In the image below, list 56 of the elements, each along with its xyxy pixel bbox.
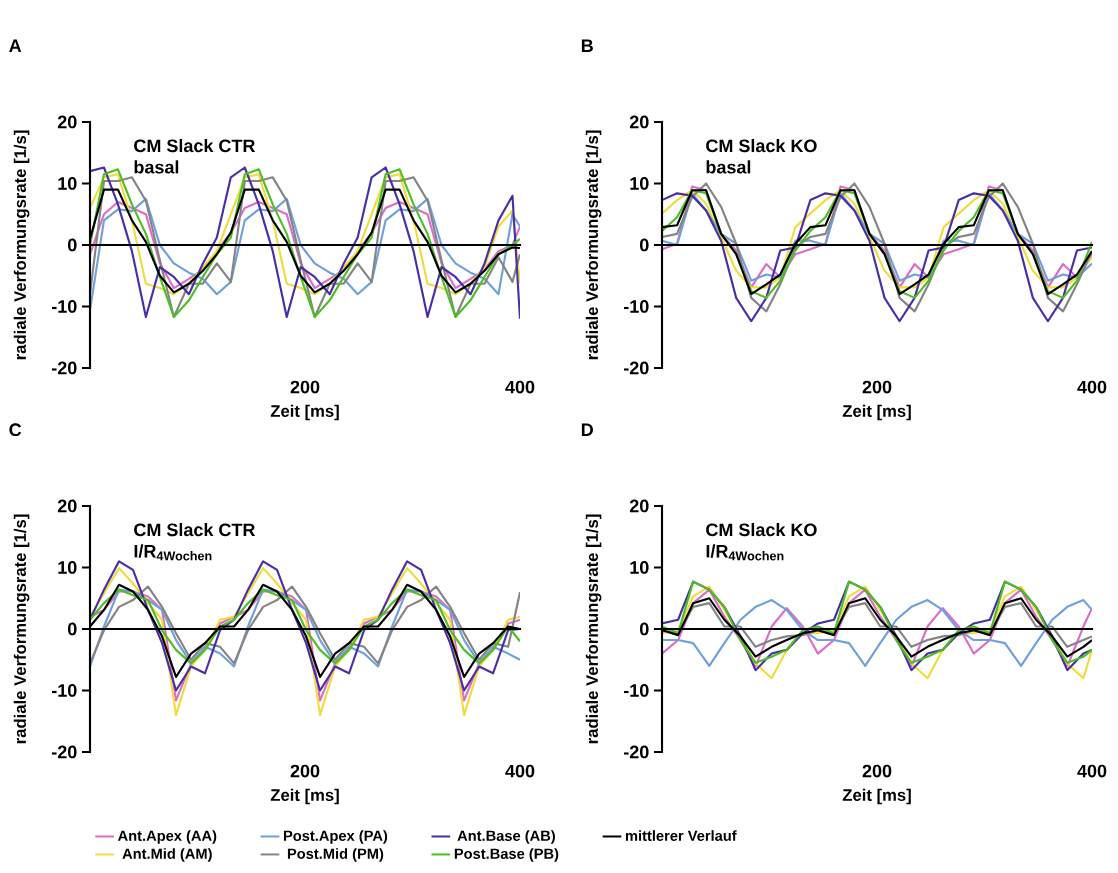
text: B xyxy=(581,39,593,52)
y-axis-title: radiale Verformungsrate [1/s] xyxy=(13,514,30,744)
x-tick-label: 400 xyxy=(1077,764,1107,778)
text: basal xyxy=(134,160,179,174)
y-axis-title: radiale Verformungsrate [1/s] xyxy=(585,514,602,744)
x-axis-title: Zeit [ms] xyxy=(842,788,911,805)
legend-label: Post.Base (PB) xyxy=(454,848,559,862)
text: I/R$_{4Wochen}$ xyxy=(134,544,212,561)
x-axis-title: Zeit [ms] xyxy=(270,788,339,805)
text: D xyxy=(581,423,593,436)
y-tick-label: -10 xyxy=(51,684,77,697)
x-tick-label: 400 xyxy=(1077,380,1107,394)
text: CM Slack KO xyxy=(706,522,817,537)
x-tick-label: 400 xyxy=(505,380,535,394)
x-tick-label: 200 xyxy=(862,764,892,778)
legend-label: Ant.Base (AB) xyxy=(457,830,555,844)
y-tick-label: -10 xyxy=(623,684,649,697)
line-series xyxy=(90,567,520,717)
y-tick-label: 10 xyxy=(630,177,649,190)
y-tick-label: 20 xyxy=(57,115,77,129)
y-tick-label: 20 xyxy=(629,115,649,129)
y-tick-label: -20 xyxy=(623,745,649,759)
text: CM Slack KO xyxy=(706,138,817,153)
x-tick-label: 200 xyxy=(862,380,892,394)
text: CM Slack CTR xyxy=(134,523,256,537)
y-axis-title: radiale Verformungsrate [1/s] xyxy=(585,130,602,360)
y-tick-label: -20 xyxy=(51,361,77,375)
y-tick-label: 10 xyxy=(58,561,77,574)
x-tick-label: 400 xyxy=(505,764,535,778)
y-tick-label: 10 xyxy=(58,177,77,190)
y-tick-label: 20 xyxy=(629,499,649,513)
y-tick-label: 20 xyxy=(57,499,77,513)
y-tick-label: 0 xyxy=(639,622,649,636)
y-tick-label: 0 xyxy=(67,238,77,252)
y-tick-label: -10 xyxy=(51,300,77,313)
legend-label: Ant.Mid (AM) xyxy=(122,848,212,862)
text: C xyxy=(9,423,22,437)
text: I/R$_{4Wochen}$ xyxy=(706,544,784,561)
y-tick-label: 0 xyxy=(639,238,649,252)
text: CM Slack CTR xyxy=(134,138,256,153)
x-axis-title: Zeit [ms] xyxy=(270,404,339,421)
y-axis-title: radiale Verformungsrate [1/s] xyxy=(13,130,30,360)
x-axis-title: Zeit [ms] xyxy=(842,404,911,421)
y-tick-label: -20 xyxy=(623,361,649,375)
legend-label: Ant.Apex (AA) xyxy=(117,830,217,844)
legend-label: Post.Mid (PM) xyxy=(287,848,384,862)
y-tick-label: 10 xyxy=(630,561,649,574)
y-tick-label: -10 xyxy=(623,300,649,313)
legend-label: mittlerer Verlauf xyxy=(625,830,737,841)
legend-label: Post.Apex (PA) xyxy=(283,830,388,844)
x-tick-label: 200 xyxy=(290,380,320,394)
text: basal xyxy=(706,160,751,174)
x-tick-label: 200 xyxy=(290,764,320,778)
y-tick-label: -20 xyxy=(51,745,77,759)
text: A xyxy=(9,39,22,52)
y-tick-label: 0 xyxy=(67,622,77,636)
